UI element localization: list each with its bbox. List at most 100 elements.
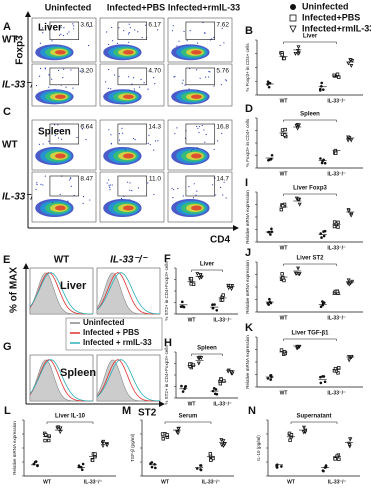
event	[129, 89, 131, 91]
dot	[269, 378, 272, 381]
event	[141, 37, 143, 39]
gate-value: 6.17	[148, 22, 161, 29]
dot	[266, 83, 269, 86]
dot	[289, 25, 297, 33]
dot	[105, 443, 110, 448]
column-header: Uninfected	[45, 2, 92, 12]
density	[123, 205, 134, 211]
event	[129, 27, 131, 29]
event	[124, 149, 127, 151]
event	[44, 45, 47, 47]
dot	[220, 298, 225, 302]
dot	[187, 362, 192, 366]
event	[52, 201, 54, 203]
event	[209, 71, 211, 73]
event	[196, 125, 198, 127]
row-label: WT	[2, 35, 18, 46]
event	[186, 39, 188, 42]
dot	[283, 127, 287, 132]
event	[65, 86, 67, 88]
event	[132, 77, 135, 79]
event	[38, 143, 40, 145]
event	[63, 27, 65, 29]
event	[108, 68, 110, 71]
event	[213, 85, 215, 87]
density	[55, 153, 66, 159]
gate	[49, 175, 80, 197]
dot	[289, 433, 294, 437]
dot	[230, 284, 235, 288]
event	[118, 139, 121, 141]
event	[57, 124, 59, 126]
x-tick-label: IL-33⁻/⁻	[327, 315, 346, 321]
dot	[181, 390, 185, 393]
dot	[93, 452, 97, 456]
dot	[267, 85, 271, 89]
dot	[161, 437, 165, 441]
event	[171, 30, 173, 32]
dot	[197, 276, 202, 281]
event	[127, 41, 130, 43]
significance-bar	[283, 338, 337, 341]
event	[110, 88, 112, 90]
dot	[347, 282, 352, 287]
dot	[346, 61, 351, 66]
panel-letter: K	[245, 322, 253, 334]
gate	[117, 21, 148, 40]
event	[118, 75, 120, 77]
event	[70, 69, 72, 71]
event	[89, 199, 91, 201]
event	[148, 134, 150, 136]
gate	[49, 123, 80, 145]
event	[54, 129, 56, 131]
legend-label: Infected + PBS	[83, 328, 140, 337]
plot-title: Liver IL-10	[55, 414, 86, 420]
event	[107, 87, 109, 89]
dot	[346, 278, 351, 283]
dot	[293, 51, 298, 56]
dot	[269, 157, 273, 161]
event	[203, 129, 205, 131]
event	[60, 138, 63, 140]
event	[88, 25, 91, 28]
plot-title: Spleen	[197, 346, 217, 352]
event	[221, 132, 223, 135]
dot	[101, 439, 106, 444]
dot	[44, 433, 48, 437]
event	[54, 134, 56, 137]
gate-value: 3.61	[80, 22, 93, 29]
panel-letter: L	[4, 405, 11, 417]
dot	[349, 354, 354, 359]
plot-title: Liver TGF-β1	[291, 331, 329, 337]
event	[172, 197, 174, 199]
dot	[321, 303, 325, 307]
event	[189, 30, 191, 32]
dot	[47, 438, 51, 443]
dot	[191, 363, 196, 367]
dot	[47, 434, 51, 438]
event	[173, 76, 175, 78]
dot	[296, 45, 301, 50]
event	[106, 182, 108, 184]
dot	[209, 458, 213, 462]
event	[126, 181, 129, 183]
event	[197, 127, 199, 129]
event	[132, 201, 135, 203]
axis-label: % ST2+ in CD4+Foxp3+ cells	[164, 261, 169, 321]
histogram-line	[29, 272, 93, 315]
dot	[150, 461, 154, 464]
event	[147, 142, 149, 145]
event	[186, 44, 188, 46]
dot	[219, 443, 224, 448]
axis-label: Relative mRNA expression	[245, 335, 250, 389]
event	[182, 79, 184, 81]
event	[65, 131, 67, 133]
histogram-line	[29, 359, 94, 402]
gate	[185, 21, 216, 40]
event	[82, 196, 85, 198]
event	[62, 34, 65, 37]
event	[39, 67, 42, 70]
dot	[280, 53, 284, 57]
axis-label: % Foxp3+ in CD4+ cells	[245, 43, 250, 92]
event	[198, 125, 201, 128]
